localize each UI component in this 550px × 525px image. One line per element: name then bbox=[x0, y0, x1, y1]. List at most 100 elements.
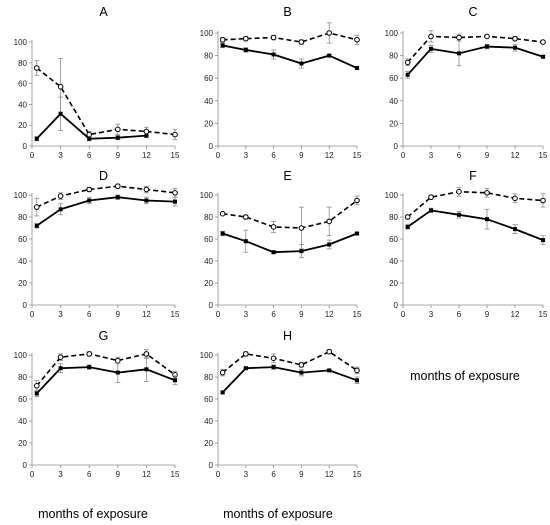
series-line-e-dashed bbox=[222, 199, 358, 229]
marker-h-solid-1 bbox=[243, 366, 248, 371]
marker-d-solid-4 bbox=[144, 198, 149, 203]
marker-b-solid-3 bbox=[299, 61, 304, 66]
x-axis-label-f: months of exposure bbox=[410, 369, 520, 383]
y-tick-label-c-0: 0 bbox=[394, 142, 399, 151]
marker-e-dashed-3 bbox=[298, 225, 305, 231]
panel-title-c: C bbox=[468, 5, 477, 19]
marker-h-dashed-3 bbox=[298, 362, 305, 368]
marker-f-solid-1 bbox=[429, 208, 433, 213]
y-tick-label-e-20: 20 bbox=[204, 279, 213, 288]
y-tick-label-a-80: 80 bbox=[18, 59, 27, 68]
marker-b-dashed-1 bbox=[243, 35, 249, 42]
marker-d-dashed-5 bbox=[172, 190, 178, 196]
y-tick-label-c-20: 20 bbox=[389, 119, 398, 128]
marker-h-solid-3 bbox=[299, 370, 304, 375]
marker-g-solid-1 bbox=[58, 366, 63, 371]
marker-g-dashed-4 bbox=[143, 351, 150, 357]
series-line-e-solid bbox=[222, 232, 358, 254]
marker-h-dashed-4 bbox=[326, 348, 333, 355]
marker-c-solid-4 bbox=[513, 45, 517, 50]
marker-h-solid-0 bbox=[220, 390, 225, 395]
x-tick-label-g-6: 6 bbox=[87, 470, 92, 479]
marker-c-dashed-2 bbox=[456, 34, 462, 41]
marker-g-solid-4 bbox=[144, 367, 149, 372]
x-tick-label-e-3: 3 bbox=[244, 310, 249, 319]
panel-title-h: H bbox=[283, 329, 292, 343]
marker-f-solid-4 bbox=[513, 227, 517, 232]
x-tick-label-a-12: 12 bbox=[142, 151, 151, 160]
x-tick-label-b-12: 12 bbox=[325, 151, 334, 160]
x-tick-label-d-12: 12 bbox=[142, 310, 151, 319]
y-tick-label-g-80: 80 bbox=[18, 373, 27, 382]
marker-b-dashed-0 bbox=[219, 36, 226, 43]
y-tick-label-g-60: 60 bbox=[18, 395, 27, 404]
x-tick-label-h-3: 3 bbox=[244, 470, 249, 479]
marker-h-dashed-2 bbox=[270, 355, 277, 362]
x-tick-label-g-0: 0 bbox=[30, 470, 35, 479]
x-tick-label-e-6: 6 bbox=[271, 310, 276, 319]
y-tick-label-d-20: 20 bbox=[18, 279, 27, 288]
marker-d-dashed-2 bbox=[86, 186, 92, 193]
marker-d-dashed-1 bbox=[57, 193, 64, 199]
marker-c-solid-0 bbox=[405, 72, 410, 77]
x-tick-label-h-15: 15 bbox=[353, 470, 362, 479]
y-tick-label-a-0: 0 bbox=[23, 142, 28, 151]
y-tick-label-f-20: 20 bbox=[389, 279, 398, 288]
x-tick-label-g-15: 15 bbox=[171, 470, 180, 479]
y-tick-label-f-0: 0 bbox=[394, 301, 399, 310]
x-tick-label-g-12: 12 bbox=[142, 470, 151, 479]
x-tick-label-e-0: 0 bbox=[216, 310, 221, 319]
series-line-g-solid bbox=[36, 366, 176, 395]
y-tick-label-a-40: 40 bbox=[18, 100, 27, 109]
panel-title-d: D bbox=[99, 169, 108, 183]
y-tick-label-f-40: 40 bbox=[389, 257, 398, 266]
y-tick-label-a-60: 60 bbox=[18, 80, 27, 89]
marker-a-dashed-5 bbox=[172, 131, 178, 138]
x-tick-label-f-9: 9 bbox=[485, 310, 490, 319]
x-axis-label-h: months of exposure bbox=[223, 507, 333, 521]
y-tick-label-e-0: 0 bbox=[209, 301, 214, 310]
x-tick-label-h-6: 6 bbox=[271, 470, 276, 479]
x-tick-label-d-9: 9 bbox=[116, 310, 121, 319]
marker-c-solid-3 bbox=[485, 44, 489, 49]
x-tick-label-a-6: 6 bbox=[87, 151, 92, 160]
marker-d-solid-0 bbox=[34, 223, 39, 228]
marker-a-dashed-4 bbox=[143, 128, 150, 135]
y-tick-label-h-20: 20 bbox=[204, 439, 213, 448]
marker-b-dashed-4 bbox=[326, 30, 333, 36]
marker-f-solid-2 bbox=[457, 212, 461, 217]
series-line-h-dashed bbox=[222, 350, 358, 374]
x-tick-label-c-6: 6 bbox=[457, 151, 462, 160]
marker-h-dashed-1 bbox=[243, 351, 249, 357]
y-tick-label-d-60: 60 bbox=[18, 235, 27, 244]
marker-d-solid-1 bbox=[58, 207, 63, 212]
series-line-d-dashed bbox=[36, 185, 176, 208]
marker-e-solid-4 bbox=[327, 242, 332, 247]
marker-g-solid-2 bbox=[87, 365, 92, 370]
y-tick-label-e-100: 100 bbox=[200, 191, 214, 200]
x-tick-label-d-0: 0 bbox=[30, 310, 35, 319]
marker-f-dashed-2 bbox=[456, 188, 462, 195]
x-tick-label-b-15: 15 bbox=[353, 151, 362, 160]
marker-b-solid-0 bbox=[220, 43, 225, 48]
x-tick-label-b-3: 3 bbox=[244, 151, 249, 160]
marker-f-solid-0 bbox=[405, 224, 410, 229]
x-tick-label-h-9: 9 bbox=[299, 470, 304, 479]
x-tick-label-d-15: 15 bbox=[171, 310, 180, 319]
series-line-f-dashed bbox=[407, 190, 544, 218]
x-tick-label-a-3: 3 bbox=[58, 151, 63, 160]
x-tick-label-g-9: 9 bbox=[116, 470, 121, 479]
marker-h-solid-5 bbox=[355, 378, 359, 383]
marker-h-dashed-0 bbox=[219, 369, 226, 376]
series-line-g-dashed bbox=[36, 353, 176, 387]
x-tick-label-c-9: 9 bbox=[485, 151, 490, 160]
marker-g-dashed-0 bbox=[33, 383, 40, 389]
x-tick-label-h-12: 12 bbox=[325, 470, 334, 479]
x-tick-label-a-0: 0 bbox=[30, 151, 35, 160]
y-tick-label-d-100: 100 bbox=[14, 191, 28, 200]
marker-h-solid-4 bbox=[327, 368, 332, 373]
x-tick-label-c-15: 15 bbox=[539, 151, 548, 160]
x-tick-label-b-9: 9 bbox=[299, 151, 304, 160]
marker-a-dashed-0 bbox=[33, 65, 40, 71]
